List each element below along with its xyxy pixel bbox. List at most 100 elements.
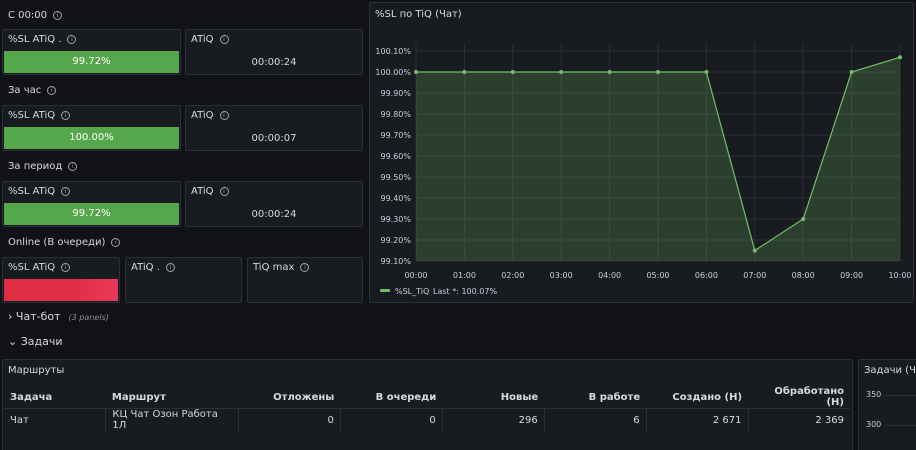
sl-atiq-panel-today: %SL ATiQ . i 99.72% bbox=[2, 29, 181, 75]
data-point bbox=[656, 70, 660, 74]
panel-title: ATiQ bbox=[191, 110, 214, 121]
legend-swatch bbox=[380, 289, 390, 292]
info-icon[interactable]: i bbox=[111, 237, 121, 247]
section-per-hour-label: За час bbox=[8, 85, 42, 96]
data-point bbox=[752, 248, 757, 253]
data-point bbox=[801, 217, 806, 221]
info-icon[interactable]: i bbox=[219, 186, 229, 196]
row-tasks-label: Задачи bbox=[20, 335, 63, 348]
sl-value: 99.72% bbox=[72, 56, 111, 67]
x-tick-label: 00:00 bbox=[404, 271, 427, 280]
y-tick-label: 99.50% bbox=[380, 173, 411, 182]
column-header[interactable]: Задача bbox=[4, 386, 106, 409]
y-tick-label: 99.90% bbox=[380, 89, 411, 98]
column-header[interactable]: В работе bbox=[544, 386, 647, 409]
info-icon[interactable]: i bbox=[67, 34, 77, 44]
data-point bbox=[462, 70, 467, 74]
sl-atiq-panel-hour: %SL ATiQ i 100.00% bbox=[2, 105, 181, 151]
info-icon[interactable]: i bbox=[68, 161, 78, 171]
section-online: Online (В очереди) i bbox=[8, 237, 121, 248]
routes-table: Задача Маршрут Отложены В очереди Новые В раб… bbox=[4, 386, 850, 431]
column-header[interactable]: В очереди bbox=[340, 386, 443, 409]
tasks-chart-panel: Задачи (Ча 350 300 bbox=[858, 359, 916, 450]
row-chatbot-label: Чат-бот bbox=[15, 310, 61, 323]
x-tick-label: 01:00 bbox=[453, 271, 476, 280]
row-tasks[interactable]: ⌄ Задачи bbox=[8, 335, 63, 348]
panel-title: %SL ATiQ bbox=[8, 110, 56, 121]
data-point bbox=[898, 55, 902, 60]
x-tick-label: 06:00 bbox=[695, 271, 718, 280]
table-header-row: Задача Маршрут Отложены В очереди Новые В раб… bbox=[4, 386, 850, 409]
atiq-value: 00:00:24 bbox=[251, 57, 297, 68]
column-header[interactable]: Маршрут bbox=[105, 386, 239, 409]
y-tick-label: 99.40% bbox=[380, 194, 411, 203]
tiq-max-panel-online: TiQ max i bbox=[247, 257, 363, 303]
atiq-value: 00:00:07 bbox=[251, 133, 297, 144]
sl-gauge-bar: 99.72% bbox=[4, 203, 179, 225]
info-icon[interactable]: i bbox=[61, 110, 71, 120]
table-cell: 6 bbox=[544, 408, 647, 431]
sl-tiq-chart[interactable]: 100.10% 100.00% 99.90% 99.80% 99.70% 99.60% 99… bbox=[370, 3, 915, 304]
panel-title: ATiQ bbox=[191, 186, 214, 197]
series-area bbox=[416, 57, 900, 261]
info-icon[interactable]: i bbox=[61, 262, 71, 272]
info-icon[interactable]: i bbox=[47, 85, 57, 95]
atiq-panel-today: ATiQ i 00:00:24 bbox=[185, 29, 363, 75]
y-tick-label: 99.80% bbox=[380, 110, 411, 119]
legend-series-name: %SL_TiQ bbox=[395, 287, 429, 296]
y-tick-label: 99.20% bbox=[380, 236, 411, 245]
chevron-down-icon: ⌄ bbox=[8, 335, 18, 348]
table-cell: КЦ Чат Озон Работа 1Л bbox=[105, 408, 239, 431]
section-since-midnight: С 00:00 i bbox=[8, 10, 62, 21]
column-header[interactable]: Отложены bbox=[238, 386, 341, 409]
table-cell: 0 bbox=[238, 408, 341, 431]
column-header[interactable]: Обработано (Н) bbox=[748, 386, 850, 409]
section-per-period-label: За период bbox=[8, 161, 63, 172]
sl-atiq-panel-online: %SL ATiQ i bbox=[2, 257, 120, 303]
atiq-panel-hour: ATiQ i 00:00:07 bbox=[185, 105, 363, 151]
table-row[interactable]: Чат КЦ Чат Озон Работа 1Л 0 0 296 6 2 671 2 369 bbox=[4, 408, 850, 431]
info-icon[interactable]: i bbox=[61, 186, 71, 196]
section-per-hour: За час i bbox=[8, 85, 57, 96]
atiq-panel-online: ATiQ . i bbox=[125, 257, 242, 303]
sl-tiq-chart-panel: %SL по TiQ (Чат) 100.10% 100.00% 99.90% 99.… bbox=[369, 2, 914, 303]
x-tick-label: 07:00 bbox=[743, 271, 766, 280]
x-tick-label: 02:00 bbox=[501, 271, 524, 280]
section-per-period: За период i bbox=[8, 161, 78, 172]
data-point bbox=[607, 70, 612, 74]
table-cell: 2 369 bbox=[815, 414, 844, 426]
sl-gauge-bar: 100.00% bbox=[4, 127, 179, 149]
column-header[interactable]: Новые bbox=[442, 386, 545, 409]
row-chatbot[interactable]: › Чат-бот (3 panels) bbox=[8, 310, 109, 323]
sl-value: 100.00% bbox=[69, 132, 114, 143]
legend-last-value: Last *: 100.07% bbox=[433, 287, 497, 296]
info-icon[interactable]: i bbox=[52, 10, 62, 20]
y-tick-label: 99.30% bbox=[380, 215, 411, 224]
table-cell: 0 bbox=[340, 408, 443, 431]
y-tick-label: 100.00% bbox=[375, 68, 411, 77]
tasks-grid-line bbox=[885, 425, 916, 426]
y-tick-label: 100.10% bbox=[375, 47, 411, 56]
info-icon[interactable]: i bbox=[165, 262, 175, 272]
panel-title: ATiQ bbox=[191, 34, 214, 45]
info-icon[interactable]: i bbox=[219, 110, 229, 120]
panel-title: %SL ATiQ bbox=[8, 186, 56, 197]
sl-gauge-bar-red bbox=[4, 279, 118, 301]
tasks-y-tick: 300 bbox=[866, 420, 882, 429]
section-since-midnight-label: С 00:00 bbox=[8, 10, 47, 21]
sl-gauge-bar: 99.72% bbox=[4, 51, 179, 73]
x-tick-label: 03:00 bbox=[550, 271, 573, 280]
data-point bbox=[849, 70, 854, 74]
info-icon[interactable]: i bbox=[300, 262, 310, 272]
panel-title: %SL ATiQ bbox=[8, 262, 56, 273]
tasks-y-tick: 350 bbox=[866, 390, 882, 399]
x-tick-label: 09:00 bbox=[840, 271, 863, 280]
info-icon[interactable]: i bbox=[219, 34, 229, 44]
y-tick-label: 99.10% bbox=[380, 257, 411, 266]
panel-title: TiQ max bbox=[253, 262, 295, 273]
table-cell: 2 671 bbox=[646, 408, 749, 431]
column-header[interactable]: Создано (Н) bbox=[646, 386, 749, 409]
tasks-panel-title: Задачи (Ча bbox=[864, 365, 916, 376]
atiq-value: 00:00:24 bbox=[251, 209, 297, 220]
table-cell: Чат bbox=[4, 408, 107, 431]
